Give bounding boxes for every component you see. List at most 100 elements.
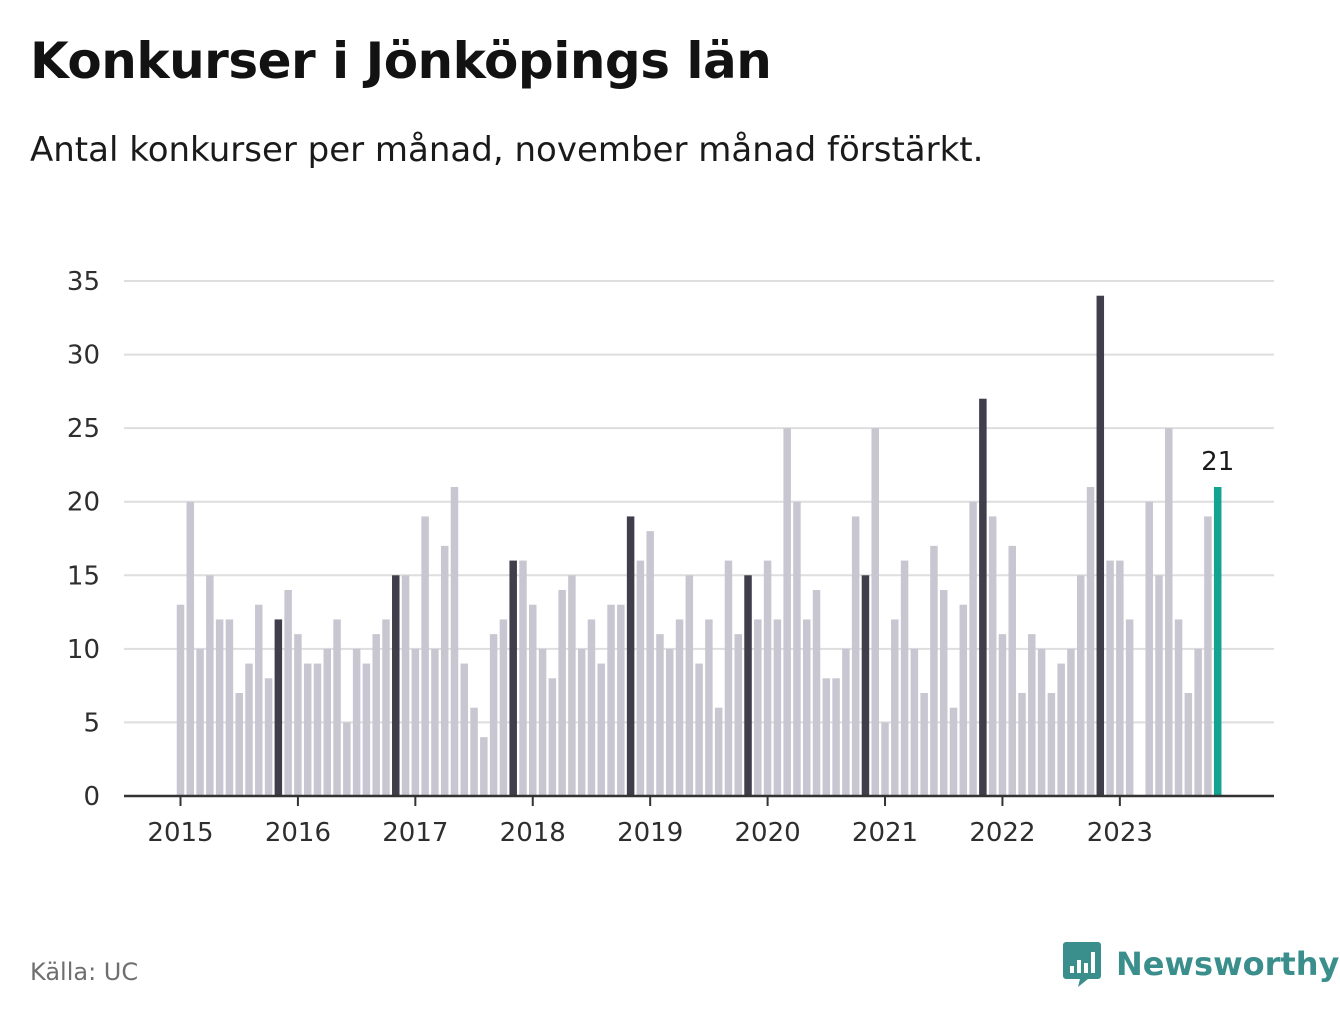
bar [861, 575, 870, 796]
bar [773, 619, 782, 796]
y-tick-label: 5 [83, 708, 100, 738]
bar [626, 516, 635, 796]
x-tick-label: 2021 [852, 818, 918, 848]
bar [1096, 295, 1105, 796]
bar [979, 398, 987, 796]
bar [313, 663, 322, 796]
latest-value-label: 21 [1201, 447, 1234, 477]
bar [440, 545, 449, 796]
bar [460, 663, 469, 796]
bar [881, 722, 889, 796]
bar [969, 501, 977, 796]
bar [548, 678, 557, 796]
bar [871, 428, 879, 796]
bar [215, 619, 224, 796]
bar [1047, 693, 1056, 796]
bar [793, 501, 801, 796]
bar [264, 678, 273, 796]
bar [1213, 487, 1222, 796]
bar [1008, 545, 1016, 796]
bar [763, 560, 772, 796]
bar [930, 545, 938, 796]
bar [480, 737, 488, 796]
bar [235, 693, 243, 796]
bar [910, 648, 919, 796]
bar [1125, 619, 1134, 796]
bar [382, 619, 390, 796]
bar [1116, 560, 1124, 796]
bar [255, 604, 263, 796]
bar [558, 590, 566, 796]
y-tick-label: 15 [67, 561, 100, 591]
x-tick-label: 2018 [500, 818, 566, 848]
bar [343, 722, 351, 796]
bar [1067, 648, 1075, 796]
bar [832, 678, 840, 796]
bar [705, 619, 713, 796]
y-tick-label: 35 [67, 267, 100, 297]
x-tick-label: 2015 [147, 818, 213, 848]
bar [352, 648, 361, 796]
bar [470, 707, 478, 796]
bar [568, 575, 576, 796]
newsworthy-brand: Newsworthy [1062, 940, 1339, 988]
bar [988, 516, 997, 796]
x-tick-label: 2022 [969, 818, 1035, 848]
bar [685, 575, 694, 796]
source-note: Källa: UC [30, 958, 139, 986]
y-tick-label: 30 [67, 341, 100, 371]
bar [372, 634, 380, 796]
bar [920, 693, 928, 796]
bar [509, 560, 517, 796]
bar [744, 575, 752, 796]
bar [656, 634, 664, 796]
bar [1184, 693, 1193, 796]
bar [724, 560, 733, 796]
bar [1076, 575, 1085, 796]
bar [891, 619, 899, 796]
chart-subtitle: Antal konkurser per månad, november måna… [30, 130, 984, 170]
y-tick-label: 10 [67, 635, 100, 665]
bar [499, 619, 508, 796]
bar [1037, 648, 1046, 796]
bar [274, 619, 283, 796]
y-tick-label: 0 [83, 782, 100, 812]
bar [284, 590, 292, 796]
brand-name: Newsworthy [1116, 945, 1340, 983]
bar [1155, 575, 1163, 796]
bar [323, 648, 332, 796]
bar [303, 663, 312, 796]
x-tick-label: 2023 [1087, 818, 1153, 848]
bar [196, 648, 204, 796]
x-tick-label: 2020 [735, 818, 801, 848]
bar [851, 516, 860, 796]
bar [1057, 663, 1065, 796]
bar [1174, 619, 1183, 796]
x-tick-label: 2017 [382, 818, 448, 848]
bar [802, 619, 811, 796]
y-tick-label: 25 [67, 414, 100, 444]
bar [695, 663, 703, 796]
bar [1018, 693, 1026, 796]
bar [754, 619, 762, 796]
bar [362, 663, 371, 796]
bar [1106, 560, 1114, 796]
x-tick-label: 2019 [617, 818, 683, 848]
bar [1204, 516, 1212, 796]
bar [225, 619, 234, 796]
bar [675, 619, 684, 796]
newsworthy-logo-icon [1063, 942, 1101, 987]
bar [1145, 501, 1153, 796]
bar [1194, 648, 1202, 796]
bar [666, 648, 674, 796]
bar [206, 575, 214, 796]
bar [176, 604, 185, 796]
bar [401, 575, 410, 796]
bar [421, 516, 429, 796]
bar-chart: 0 5 10 15 20 25 30 35 2015 2016 2017 2018 2019 2020 20… [67, 267, 1274, 848]
bar [1165, 428, 1173, 796]
chart-title: Konkurser i Jönköpings län [30, 32, 772, 90]
bar [714, 707, 723, 796]
bar [489, 634, 498, 796]
bar [900, 560, 909, 796]
